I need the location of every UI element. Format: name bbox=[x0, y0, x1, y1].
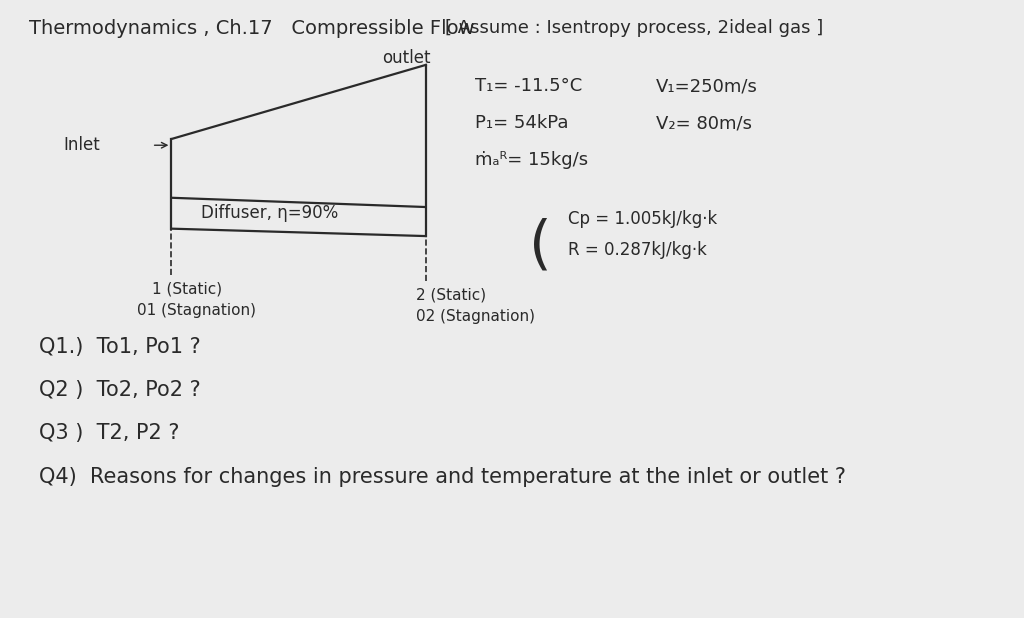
Text: (: ( bbox=[528, 218, 551, 274]
Text: 2 (Static): 2 (Static) bbox=[416, 287, 486, 302]
Text: Q2 )  To2, Po2 ?: Q2 ) To2, Po2 ? bbox=[39, 380, 201, 400]
Text: 01 (Stagnation): 01 (Stagnation) bbox=[137, 303, 256, 318]
Text: P₁= 54kPa: P₁= 54kPa bbox=[475, 114, 568, 132]
Text: outlet: outlet bbox=[382, 49, 430, 67]
Text: Thermodynamics , Ch.17   Compressible Flow: Thermodynamics , Ch.17 Compressible Flow bbox=[30, 19, 475, 38]
Text: [ Assume : Isentropy process, 2ideal gas ]: [ Assume : Isentropy process, 2ideal gas… bbox=[445, 19, 823, 36]
Text: 02 (Stagnation): 02 (Stagnation) bbox=[416, 309, 535, 324]
Text: Q4)  Reasons for changes in pressure and temperature at the inlet or outlet ?: Q4) Reasons for changes in pressure and … bbox=[39, 467, 846, 486]
Text: T₁= -11.5°C: T₁= -11.5°C bbox=[475, 77, 582, 95]
Text: 1 (Static): 1 (Static) bbox=[152, 281, 222, 296]
Text: Inlet: Inlet bbox=[63, 136, 100, 154]
Text: V₁=250m/s: V₁=250m/s bbox=[655, 77, 758, 95]
Text: Cp = 1.005kJ/kg·k: Cp = 1.005kJ/kg·k bbox=[567, 210, 717, 228]
Text: Q3 )  T2, P2 ?: Q3 ) T2, P2 ? bbox=[39, 423, 179, 443]
Text: Diffuser, η=90%: Diffuser, η=90% bbox=[201, 204, 338, 222]
Text: Q1.)  To1, Po1 ?: Q1.) To1, Po1 ? bbox=[39, 337, 201, 357]
Text: ṁₐᴿ= 15kg/s: ṁₐᴿ= 15kg/s bbox=[475, 151, 588, 169]
Text: R = 0.287kJ/kg·k: R = 0.287kJ/kg·k bbox=[567, 241, 707, 259]
Text: V₂= 80m/s: V₂= 80m/s bbox=[655, 114, 752, 132]
